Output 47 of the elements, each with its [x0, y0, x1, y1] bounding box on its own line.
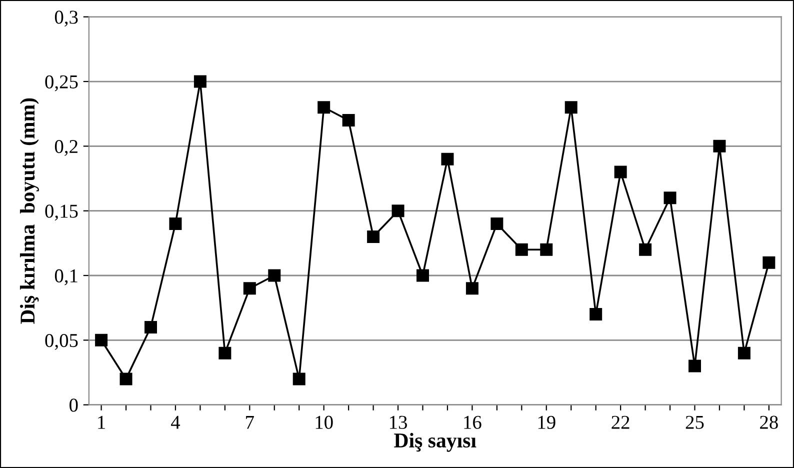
point [95, 334, 108, 346]
point [762, 256, 776, 269]
point [639, 243, 652, 256]
point [218, 346, 232, 360]
point [194, 75, 206, 88]
y-axis-title: Diş kırılma boyutu (mm) [20, 98, 39, 324]
point [342, 114, 355, 127]
y-tick-label: 0,3 [54, 10, 78, 27]
x-tick-label: 25 [686, 416, 704, 429]
y-tick-label: 0,1 [54, 269, 78, 286]
x-tick-label: 13 [390, 416, 407, 429]
point [564, 101, 578, 114]
point [144, 320, 157, 334]
x-tick-label: 28 [760, 416, 778, 429]
y-tick-label: 0 [70, 398, 78, 412]
point [614, 166, 627, 178]
y-tick-label: 0,15 [45, 204, 78, 221]
point [416, 269, 429, 282]
point [713, 140, 726, 152]
point [318, 101, 330, 114]
x-tick-label: 22 [612, 416, 630, 429]
point [738, 346, 750, 360]
point [392, 204, 404, 218]
x-tick-label: 7 [246, 416, 254, 429]
point [367, 230, 380, 243]
point [590, 308, 602, 321]
x-tick-label: 1 [98, 416, 105, 429]
point [441, 152, 454, 166]
y-tick-label: 0,25 [45, 75, 78, 92]
point [688, 360, 701, 372]
x-axis-title: Diş sayısı [394, 432, 476, 452]
y-tick-label: 0,2 [54, 140, 78, 156]
point [490, 218, 504, 230]
point [292, 372, 306, 386]
point [466, 282, 478, 295]
point [515, 243, 528, 256]
point [169, 218, 182, 230]
x-tick-label: 16 [464, 416, 482, 429]
point [120, 372, 132, 386]
point [664, 192, 676, 204]
x-tick-label: 10 [316, 416, 333, 429]
x-tick-label: 19 [538, 416, 556, 429]
point [540, 243, 553, 256]
point [268, 269, 281, 282]
point [243, 282, 256, 295]
x-tick-label: 4 [170, 416, 180, 429]
y-tick-label: 0,05 [45, 334, 78, 350]
